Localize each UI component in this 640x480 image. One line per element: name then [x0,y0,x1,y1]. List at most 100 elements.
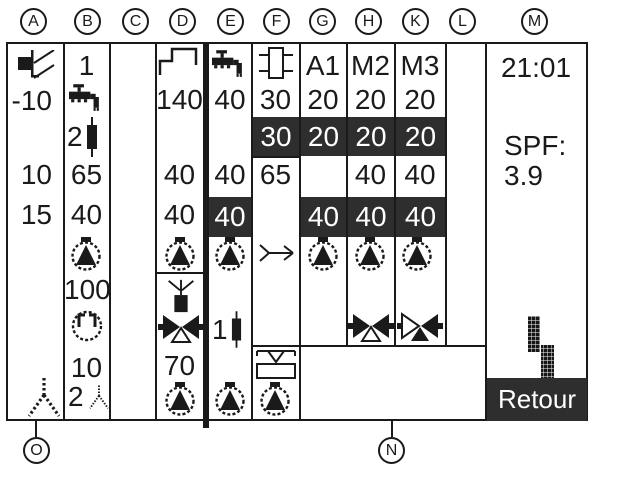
setpoint-cell: 20 [348,117,394,156]
value: 40 [163,159,196,190]
column-label-text: M [527,12,542,30]
column-label-d: D [169,8,196,35]
heat-exchanger-icon [259,47,293,79]
pump-icon [213,237,247,271]
stage-bar-icon [231,311,242,348]
column-label-text: C [129,12,142,30]
grid-line-top [6,42,588,44]
column-label-text: K [410,12,421,30]
value: 10 [70,352,103,383]
outdoor-temp-value: -10 [11,85,52,116]
pump-icon [353,237,387,271]
column-label-g: G [309,8,336,35]
callout-label-o: O [23,437,50,464]
grid-line-footer [251,345,487,347]
stage-number: 1 [78,50,95,81]
column-label-text: B [82,12,93,30]
value: 20 [354,84,387,115]
circuit-label: M2 [351,50,390,81]
diverter-count-value: 2 [68,381,84,412]
diverter-y-icon [87,383,111,412]
setpoint-cell: 40 [348,197,394,237]
setpoint-cell: 30 [253,117,299,156]
grid-line-de-bold [203,42,209,428]
setpoint-value: 20 [355,120,387,152]
grid-line-bc [109,42,111,421]
flow-arrow-icon [259,244,294,262]
value: 40 [404,159,436,190]
stage-bar-icon [86,117,98,157]
grid-line-hk [394,42,396,346]
pump-icon [258,382,292,416]
retour-button[interactable]: Retour [487,378,587,421]
grid-line-left [6,42,8,421]
stage2-value: 2 [67,121,83,152]
grid-line-cd [155,42,157,421]
grid-line-gh [346,42,348,346]
column-label-text: G [316,12,329,30]
column-label-m: M [521,8,548,35]
value: 30 [259,84,292,115]
value: 140 [156,84,203,115]
stairs-icon [158,47,198,75]
grid-line-bottom [6,419,588,421]
stage1-indicator: 1 [212,311,242,348]
outdoor-temp-value: 15 [20,199,52,230]
column-label-text: H [362,12,375,30]
value: 40 [163,199,196,230]
grid-line-right [586,42,588,421]
diverter-y-icon [24,376,64,420]
setpoint-value: 40 [404,201,437,232]
column-label-text: A [28,12,39,30]
column-label-l: L [449,8,476,35]
grid-line-ab [63,42,65,421]
burner-icon [168,279,194,313]
setpoint-value: 30 [260,120,292,152]
stage2-indicator: 2 [67,117,98,157]
value: 70 [163,350,196,381]
column-label-h: H [355,8,382,35]
modulation-value: 100 [64,274,111,305]
column-label-a: A [20,8,47,35]
mixing-valve-icon [158,311,204,345]
pump-icon [163,237,197,271]
column-label-text: E [225,12,236,30]
setpoint-cell: 40 [209,197,251,237]
tank-icon [256,350,296,379]
stage1-value: 1 [212,313,228,345]
grid-line-lm [485,42,487,421]
temp-value: 65 [70,159,103,190]
column-label-text: L [458,12,467,30]
value: 20 [404,84,436,115]
column-label-e: E [217,8,244,35]
compressor-icon [71,310,103,342]
value: 40 [214,159,246,190]
setpoint-cell: 40 [396,197,445,237]
faucet-icon [69,82,101,112]
column-label-text: F [271,12,282,30]
callout-line-o [35,420,37,437]
pump-icon [163,382,197,416]
outdoor-temp-value: 10 [20,159,52,190]
callout-line-n [391,420,393,437]
column-label-text: D [176,12,189,30]
pump-icon [213,382,247,416]
outdoor-sensor-icon [18,50,55,79]
faucet-icon [212,48,244,78]
grid-line-fg [299,42,301,421]
pump-icon [400,237,434,271]
circuit-label: A1 [305,50,341,81]
grid-line-kl [445,42,447,346]
column-label-k: K [402,8,429,35]
spf-value: 3.9 [504,160,543,191]
column-label-b: B [74,8,101,35]
clock-time: 21:01 [500,52,572,83]
setpoint-value: 20 [404,120,437,152]
mixing-valve-icon [348,310,394,344]
value: 40 [214,84,246,115]
column-label-f: F [263,8,290,35]
setpoint-value: 20 [307,120,340,152]
callout-label-text: N [385,441,398,459]
setpoint-cell: 20 [301,117,346,156]
